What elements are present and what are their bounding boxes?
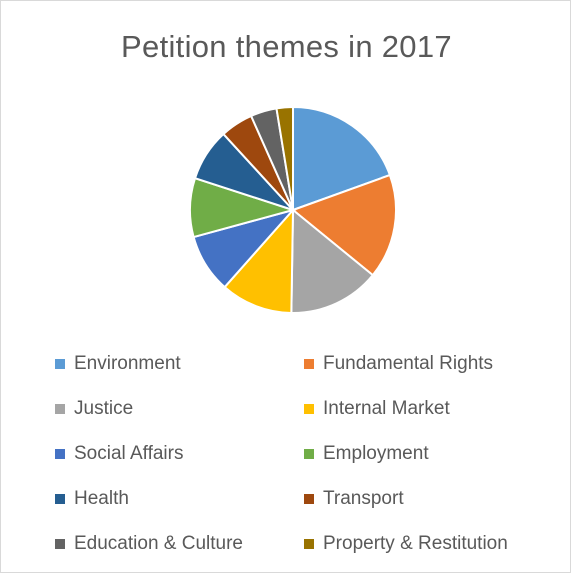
- legend-item-health: Health: [55, 487, 129, 511]
- legend-item-employment: Employment: [304, 442, 429, 466]
- pie-chart: [189, 105, 397, 315]
- legend-item-transport: Transport: [304, 487, 404, 511]
- legend-swatch: [55, 539, 65, 549]
- legend-label: Health: [74, 488, 129, 509]
- legend-swatch: [55, 404, 65, 414]
- legend-item-internal-market: Internal Market: [304, 397, 450, 421]
- pie-slice-internal-market: [223, 207, 295, 315]
- legend-label: Fundamental Rights: [323, 353, 494, 374]
- legend-swatch: [304, 494, 314, 504]
- legend-item-fundamental-rights: Fundamental Rights: [304, 352, 493, 376]
- chart-title: Petition themes in 2017: [121, 29, 452, 64]
- legend-label: Social Affairs: [74, 443, 184, 464]
- legend-swatch: [55, 359, 65, 369]
- legend-label: Justice: [74, 398, 134, 419]
- pie-slice-environment: [292, 105, 392, 212]
- legend-swatch: [304, 449, 314, 459]
- pie-slice-justice: [290, 207, 375, 314]
- legend-item-justice: Justice: [55, 397, 133, 421]
- legend-swatch: [55, 449, 65, 459]
- legend-swatch: [55, 494, 65, 504]
- legend-item-social-affairs: Social Affairs: [55, 442, 183, 466]
- legend-swatch: [304, 359, 314, 369]
- legend-swatch: [304, 404, 314, 414]
- legend-item-environment: Environment: [55, 352, 181, 376]
- legend-label: Environment: [74, 353, 181, 374]
- legend-label: Property & Restitution: [323, 533, 508, 554]
- legend-item-education-culture: Education & Culture: [55, 532, 243, 556]
- legend-swatch: [304, 539, 314, 549]
- legend-label: Internal Market: [323, 398, 450, 419]
- pie-slice-fundamental-rights: [291, 173, 397, 277]
- legend-item-property-restitution: Property & Restitution: [304, 532, 508, 556]
- legend-label: Education & Culture: [74, 533, 243, 554]
- legend-label: Transport: [323, 488, 404, 509]
- legend-label: Employment: [323, 443, 429, 464]
- pie-slice-property-restitution: [275, 105, 294, 211]
